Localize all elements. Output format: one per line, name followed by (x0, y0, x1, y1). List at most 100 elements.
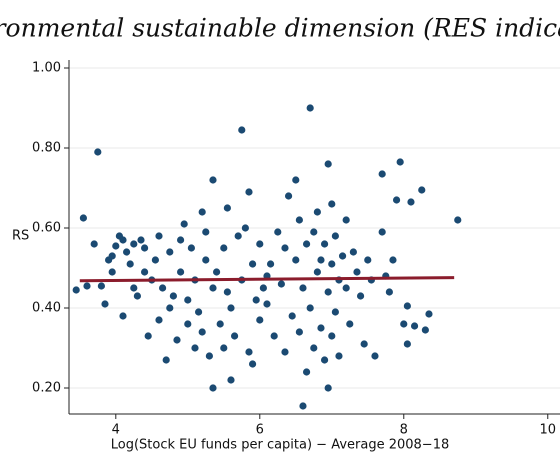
point (166, 304, 174, 312)
point (248, 260, 257, 268)
point (227, 304, 235, 312)
point (277, 280, 285, 288)
point (144, 332, 152, 340)
point (266, 260, 275, 268)
point (284, 192, 293, 200)
point (198, 208, 206, 216)
point (119, 236, 127, 244)
point (130, 284, 138, 292)
x-axis-label: Log(Stock EU funds per capita) − Average… (111, 438, 450, 452)
point (252, 296, 260, 304)
y-axis-label: RS (12, 229, 29, 244)
point (385, 288, 393, 296)
point (191, 344, 199, 352)
point (270, 332, 278, 340)
point (212, 268, 221, 276)
point (97, 282, 105, 290)
point (288, 312, 296, 320)
point (176, 236, 185, 244)
point (324, 384, 332, 392)
point (328, 260, 336, 268)
point (122, 248, 131, 256)
point (198, 328, 206, 336)
y-tick-label: 0.60 (32, 221, 61, 236)
point (295, 216, 303, 224)
point (238, 126, 246, 134)
point (371, 352, 379, 360)
point (223, 204, 231, 212)
point (335, 352, 343, 360)
point (140, 268, 149, 276)
point (256, 316, 264, 324)
point (248, 360, 257, 368)
point (202, 256, 210, 264)
point (342, 216, 350, 224)
point (320, 240, 329, 248)
point (396, 158, 404, 166)
point (324, 288, 332, 296)
point (176, 268, 185, 276)
point (245, 348, 253, 356)
y-tick-label: 0.80 (32, 141, 61, 156)
point (425, 310, 433, 318)
point (302, 368, 311, 376)
point (410, 322, 419, 330)
point (209, 176, 217, 184)
point (306, 104, 314, 112)
point (83, 282, 91, 290)
point (342, 284, 350, 292)
point (403, 340, 411, 348)
point (306, 304, 314, 312)
point (90, 240, 98, 248)
point (378, 170, 386, 178)
point (119, 312, 127, 320)
point (403, 302, 411, 310)
point (151, 256, 159, 264)
point (194, 308, 203, 316)
point (155, 316, 163, 324)
point (220, 244, 228, 252)
point (155, 232, 163, 240)
point (133, 292, 141, 300)
point (346, 320, 354, 328)
point (187, 244, 195, 252)
point (209, 384, 217, 392)
point (418, 186, 426, 194)
point (162, 356, 170, 364)
x-tick-label: 4 (112, 423, 120, 438)
point (101, 300, 109, 308)
point (202, 228, 210, 236)
point (281, 244, 289, 252)
point (320, 356, 329, 364)
point (205, 352, 213, 360)
point (338, 252, 347, 260)
point (331, 308, 339, 316)
point (108, 268, 116, 276)
point (130, 240, 138, 248)
point (360, 340, 368, 348)
point (112, 242, 120, 250)
point (313, 208, 321, 216)
point (169, 292, 177, 300)
point (274, 228, 282, 236)
point (72, 286, 80, 294)
point (310, 228, 318, 236)
fit-line (79, 276, 455, 283)
x-tick-label: 6 (256, 423, 264, 438)
point (292, 256, 300, 264)
point (216, 320, 224, 328)
point (108, 252, 116, 260)
chart-title: Environmental sustainable dimension (RES… (0, 14, 560, 43)
point (184, 320, 192, 328)
point (223, 288, 231, 296)
point (281, 348, 289, 356)
point (292, 176, 300, 184)
point (299, 402, 307, 410)
point (389, 256, 397, 264)
point (173, 336, 181, 344)
point (245, 188, 253, 196)
y-tick-label: 0.20 (32, 381, 61, 396)
x-tick-label: 10 (539, 423, 556, 438)
point (302, 240, 311, 248)
